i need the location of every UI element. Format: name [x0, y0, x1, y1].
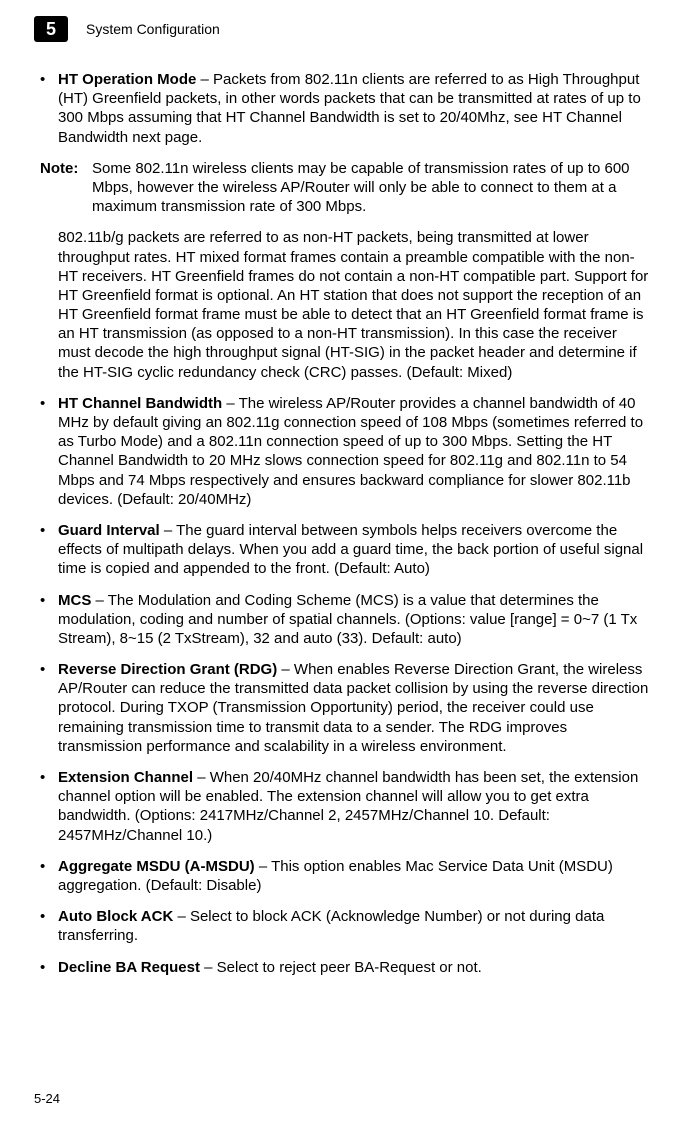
item-lead: Decline BA Request [58, 959, 200, 976]
bullet-body: Reverse Direction Grant (RDG) – When ena… [58, 660, 651, 756]
bullet-mcs: • MCS – The Modulation and Coding Scheme… [40, 591, 651, 649]
chapter-title: System Configuration [86, 21, 220, 37]
chapter-number-badge: 5 [34, 16, 68, 42]
bullet-rdg: • Reverse Direction Grant (RDG) – When e… [40, 660, 651, 756]
bullet-a-msdu: • Aggregate MSDU (A-MSDU) – This option … [40, 857, 651, 895]
continuation-paragraph: 802.11b/g packets are referred to as non… [58, 228, 651, 382]
document-page: 5 System Configuration • HT Operation Mo… [0, 0, 679, 1128]
bullet-body: MCS – The Modulation and Coding Scheme (… [58, 591, 651, 649]
item-lead: Extension Channel [58, 769, 193, 786]
bullet-mark-icon: • [40, 907, 58, 945]
page-header: 5 System Configuration [34, 16, 651, 42]
item-lead: Guard Interval [58, 522, 160, 539]
bullet-ht-channel-bandwidth: • HT Channel Bandwidth – The wireless AP… [40, 394, 651, 509]
bullet-mark-icon: • [40, 958, 58, 977]
item-text: – The Modulation and Coding Scheme (MCS)… [58, 592, 637, 647]
bullet-body: Auto Block ACK – Select to block ACK (Ac… [58, 907, 651, 945]
item-lead: Reverse Direction Grant (RDG) [58, 661, 277, 678]
bullet-mark-icon: • [40, 70, 58, 147]
bullet-mark-icon: • [40, 521, 58, 579]
item-lead: MCS [58, 592, 91, 609]
bullet-mark-icon: • [40, 768, 58, 845]
bullet-body: HT Channel Bandwidth – The wireless AP/R… [58, 394, 651, 509]
bullet-ht-operation-mode: • HT Operation Mode – Packets from 802.1… [40, 70, 651, 147]
item-lead: HT Channel Bandwidth [58, 395, 222, 412]
bullet-guard-interval: • Guard Interval – The guard interval be… [40, 521, 651, 579]
bullet-mark-icon: • [40, 857, 58, 895]
bullet-extension-channel: • Extension Channel – When 20/40MHz chan… [40, 768, 651, 845]
bullet-mark-icon: • [40, 591, 58, 649]
item-lead: Aggregate MSDU (A-MSDU) [58, 858, 255, 875]
bullet-body: Extension Channel – When 20/40MHz channe… [58, 768, 651, 845]
item-lead: HT Operation Mode [58, 71, 196, 88]
note-label: Note: [40, 159, 92, 217]
content-body: • HT Operation Mode – Packets from 802.1… [34, 70, 651, 977]
bullet-body: Aggregate MSDU (A-MSDU) – This option en… [58, 857, 651, 895]
bullet-body: HT Operation Mode – Packets from 802.11n… [58, 70, 651, 147]
item-text: – Select to reject peer BA-Request or no… [200, 959, 482, 976]
bullet-auto-block-ack: • Auto Block ACK – Select to block ACK (… [40, 907, 651, 945]
bullet-decline-ba-request: • Decline BA Request – Select to reject … [40, 958, 651, 977]
note-block: Note: Some 802.11n wireless clients may … [40, 159, 651, 217]
page-number: 5-24 [34, 1091, 60, 1106]
note-text: Some 802.11n wireless clients may be cap… [92, 159, 651, 217]
bullet-mark-icon: • [40, 660, 58, 756]
bullet-mark-icon: • [40, 394, 58, 509]
bullet-body: Guard Interval – The guard interval betw… [58, 521, 651, 579]
bullet-body: Decline BA Request – Select to reject pe… [58, 958, 651, 977]
item-lead: Auto Block ACK [58, 908, 173, 925]
